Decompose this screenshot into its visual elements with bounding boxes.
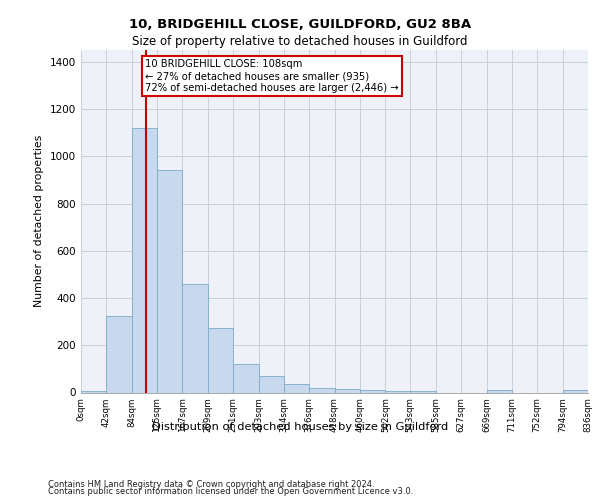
Bar: [259, 376, 284, 392]
Text: Contains HM Land Registry data © Crown copyright and database right 2024.: Contains HM Land Registry data © Crown c…: [48, 480, 374, 489]
Text: 10 BRIDGEHILL CLOSE: 108sqm
← 27% of detached houses are smaller (935)
72% of se: 10 BRIDGEHILL CLOSE: 108sqm ← 27% of det…: [145, 60, 399, 92]
Bar: [157, 170, 182, 392]
Bar: [335, 389, 360, 392]
Bar: [81, 390, 106, 392]
Text: Contains public sector information licensed under the Open Government Licence v3: Contains public sector information licen…: [48, 488, 413, 496]
Bar: [106, 316, 132, 392]
Bar: [284, 384, 309, 392]
Bar: [182, 284, 208, 393]
Bar: [563, 390, 588, 392]
Bar: [487, 390, 512, 392]
Bar: [233, 364, 259, 392]
Bar: [132, 128, 157, 392]
Bar: [208, 328, 233, 392]
Y-axis label: Number of detached properties: Number of detached properties: [34, 135, 44, 308]
Bar: [385, 390, 410, 392]
Text: Size of property relative to detached houses in Guildford: Size of property relative to detached ho…: [132, 35, 468, 48]
Text: Distribution of detached houses by size in Guildford: Distribution of detached houses by size …: [152, 422, 448, 432]
Text: 10, BRIDGEHILL CLOSE, GUILDFORD, GU2 8BA: 10, BRIDGEHILL CLOSE, GUILDFORD, GU2 8BA: [129, 18, 471, 30]
Bar: [360, 390, 385, 392]
Bar: [309, 388, 335, 392]
